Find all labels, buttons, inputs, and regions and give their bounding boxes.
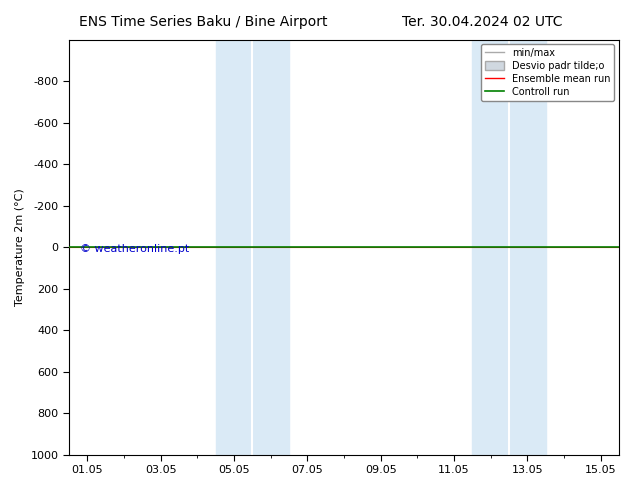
Text: Ter. 30.04.2024 02 UTC: Ter. 30.04.2024 02 UTC bbox=[401, 15, 562, 29]
Legend: min/max, Desvio padr tilde;o, Ensemble mean run, Controll run: min/max, Desvio padr tilde;o, Ensemble m… bbox=[481, 45, 614, 101]
Bar bbox=[216, 40, 289, 455]
Text: © weatheronline.pt: © weatheronline.pt bbox=[80, 244, 189, 254]
Text: ENS Time Series Baku / Bine Airport: ENS Time Series Baku / Bine Airport bbox=[79, 15, 327, 29]
Bar bbox=[472, 40, 546, 455]
Y-axis label: Temperature 2m (°C): Temperature 2m (°C) bbox=[15, 188, 25, 306]
